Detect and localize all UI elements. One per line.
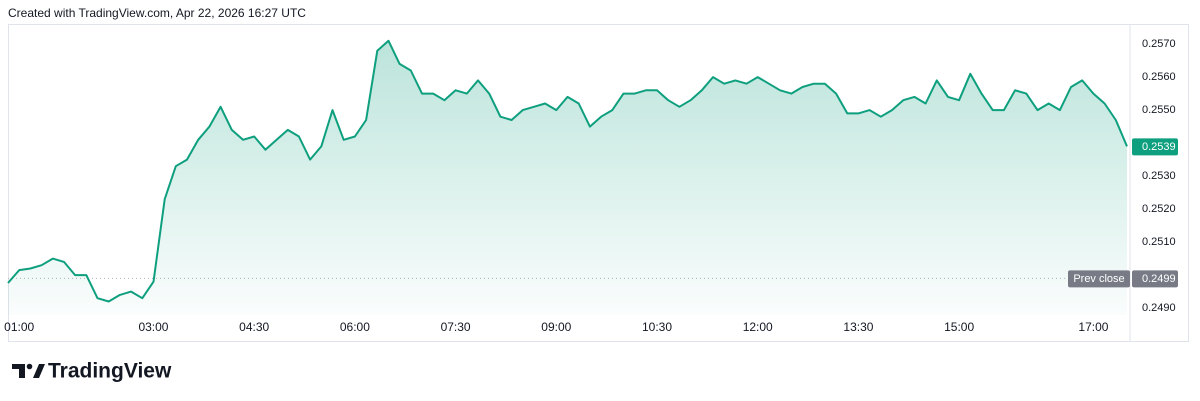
logo-mark <box>33 364 45 378</box>
prev-close-value: 0.2499 <box>1142 273 1176 285</box>
y-tick-label: 0.2510 <box>1142 236 1176 248</box>
x-tick-label: 15:00 <box>944 320 974 334</box>
y-tick-label: 0.2570 <box>1142 38 1176 50</box>
y-tick-label: 0.2490 <box>1142 302 1176 314</box>
prev-close-label: Prev close <box>1073 273 1124 285</box>
price-line <box>7 39 1128 303</box>
x-tick-label: 07:30 <box>441 320 471 334</box>
y-tick-label: 0.2520 <box>1142 203 1176 215</box>
prev-close-badge <box>1068 270 1130 288</box>
x-tick-label: 04:30 <box>239 320 269 334</box>
header-text: Created with TradingView.com, Apr 22, 20… <box>8 6 306 20</box>
area-fill <box>8 40 1127 316</box>
chart-frame <box>8 24 1189 342</box>
logo-dot <box>26 363 33 370</box>
last-price-label: 0.2539 <box>1142 141 1176 153</box>
x-tick-label: 03:00 <box>138 320 168 334</box>
y-tick-label: 0.2530 <box>1142 170 1176 182</box>
x-tick-label: 09:00 <box>541 320 571 334</box>
logo-mark <box>12 364 25 378</box>
y-tick-label: 0.2560 <box>1142 71 1176 83</box>
x-tick-label: 17:00 <box>1078 320 1108 334</box>
x-tick-label: 10:30 <box>642 320 672 334</box>
x-tick-label: 12:00 <box>743 320 773 334</box>
logo: TradingView <box>12 360 172 383</box>
y-tick-label: 0.2550 <box>1142 104 1176 116</box>
x-tick-label: 13:30 <box>843 320 873 334</box>
brand-name: TradingView <box>48 360 172 383</box>
prev-close-value-badge <box>1132 270 1178 288</box>
x-tick-label: 06:00 <box>340 320 370 334</box>
last-price-badge <box>1132 138 1178 156</box>
x-tick-label: 01:00 <box>4 320 34 334</box>
